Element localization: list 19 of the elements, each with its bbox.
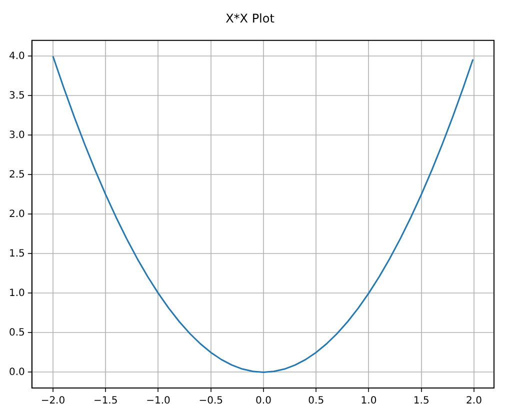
y-tick-label: 2.0 (8, 208, 25, 220)
x-tick-label: 0.0 (256, 396, 272, 407)
x-tick-label: −0.5 (198, 396, 223, 407)
x-tick-label: −2.0 (40, 396, 66, 407)
x-tick-label: 2.0 (466, 396, 482, 407)
chart-title: X*X Plot (226, 11, 275, 26)
x-tick-label: −1.0 (146, 396, 170, 407)
y-tick-label: 3.0 (8, 130, 25, 141)
y-tick-label: 4.0 (8, 50, 25, 62)
y-tick-label: 1.0 (8, 288, 25, 299)
x-tick-label: 1.5 (413, 396, 430, 407)
y-tick-label: 0.0 (8, 366, 25, 378)
y-tick-label: 1.5 (8, 248, 25, 260)
x-tick-label: 1.0 (360, 396, 377, 407)
x-tick-label: 0.5 (308, 396, 324, 407)
x-tick-label: −1.5 (93, 396, 118, 407)
y-tick-label: 0.5 (8, 327, 25, 338)
y-tick-label: 3.5 (8, 90, 25, 102)
y-tick-label: 2.5 (8, 169, 25, 180)
